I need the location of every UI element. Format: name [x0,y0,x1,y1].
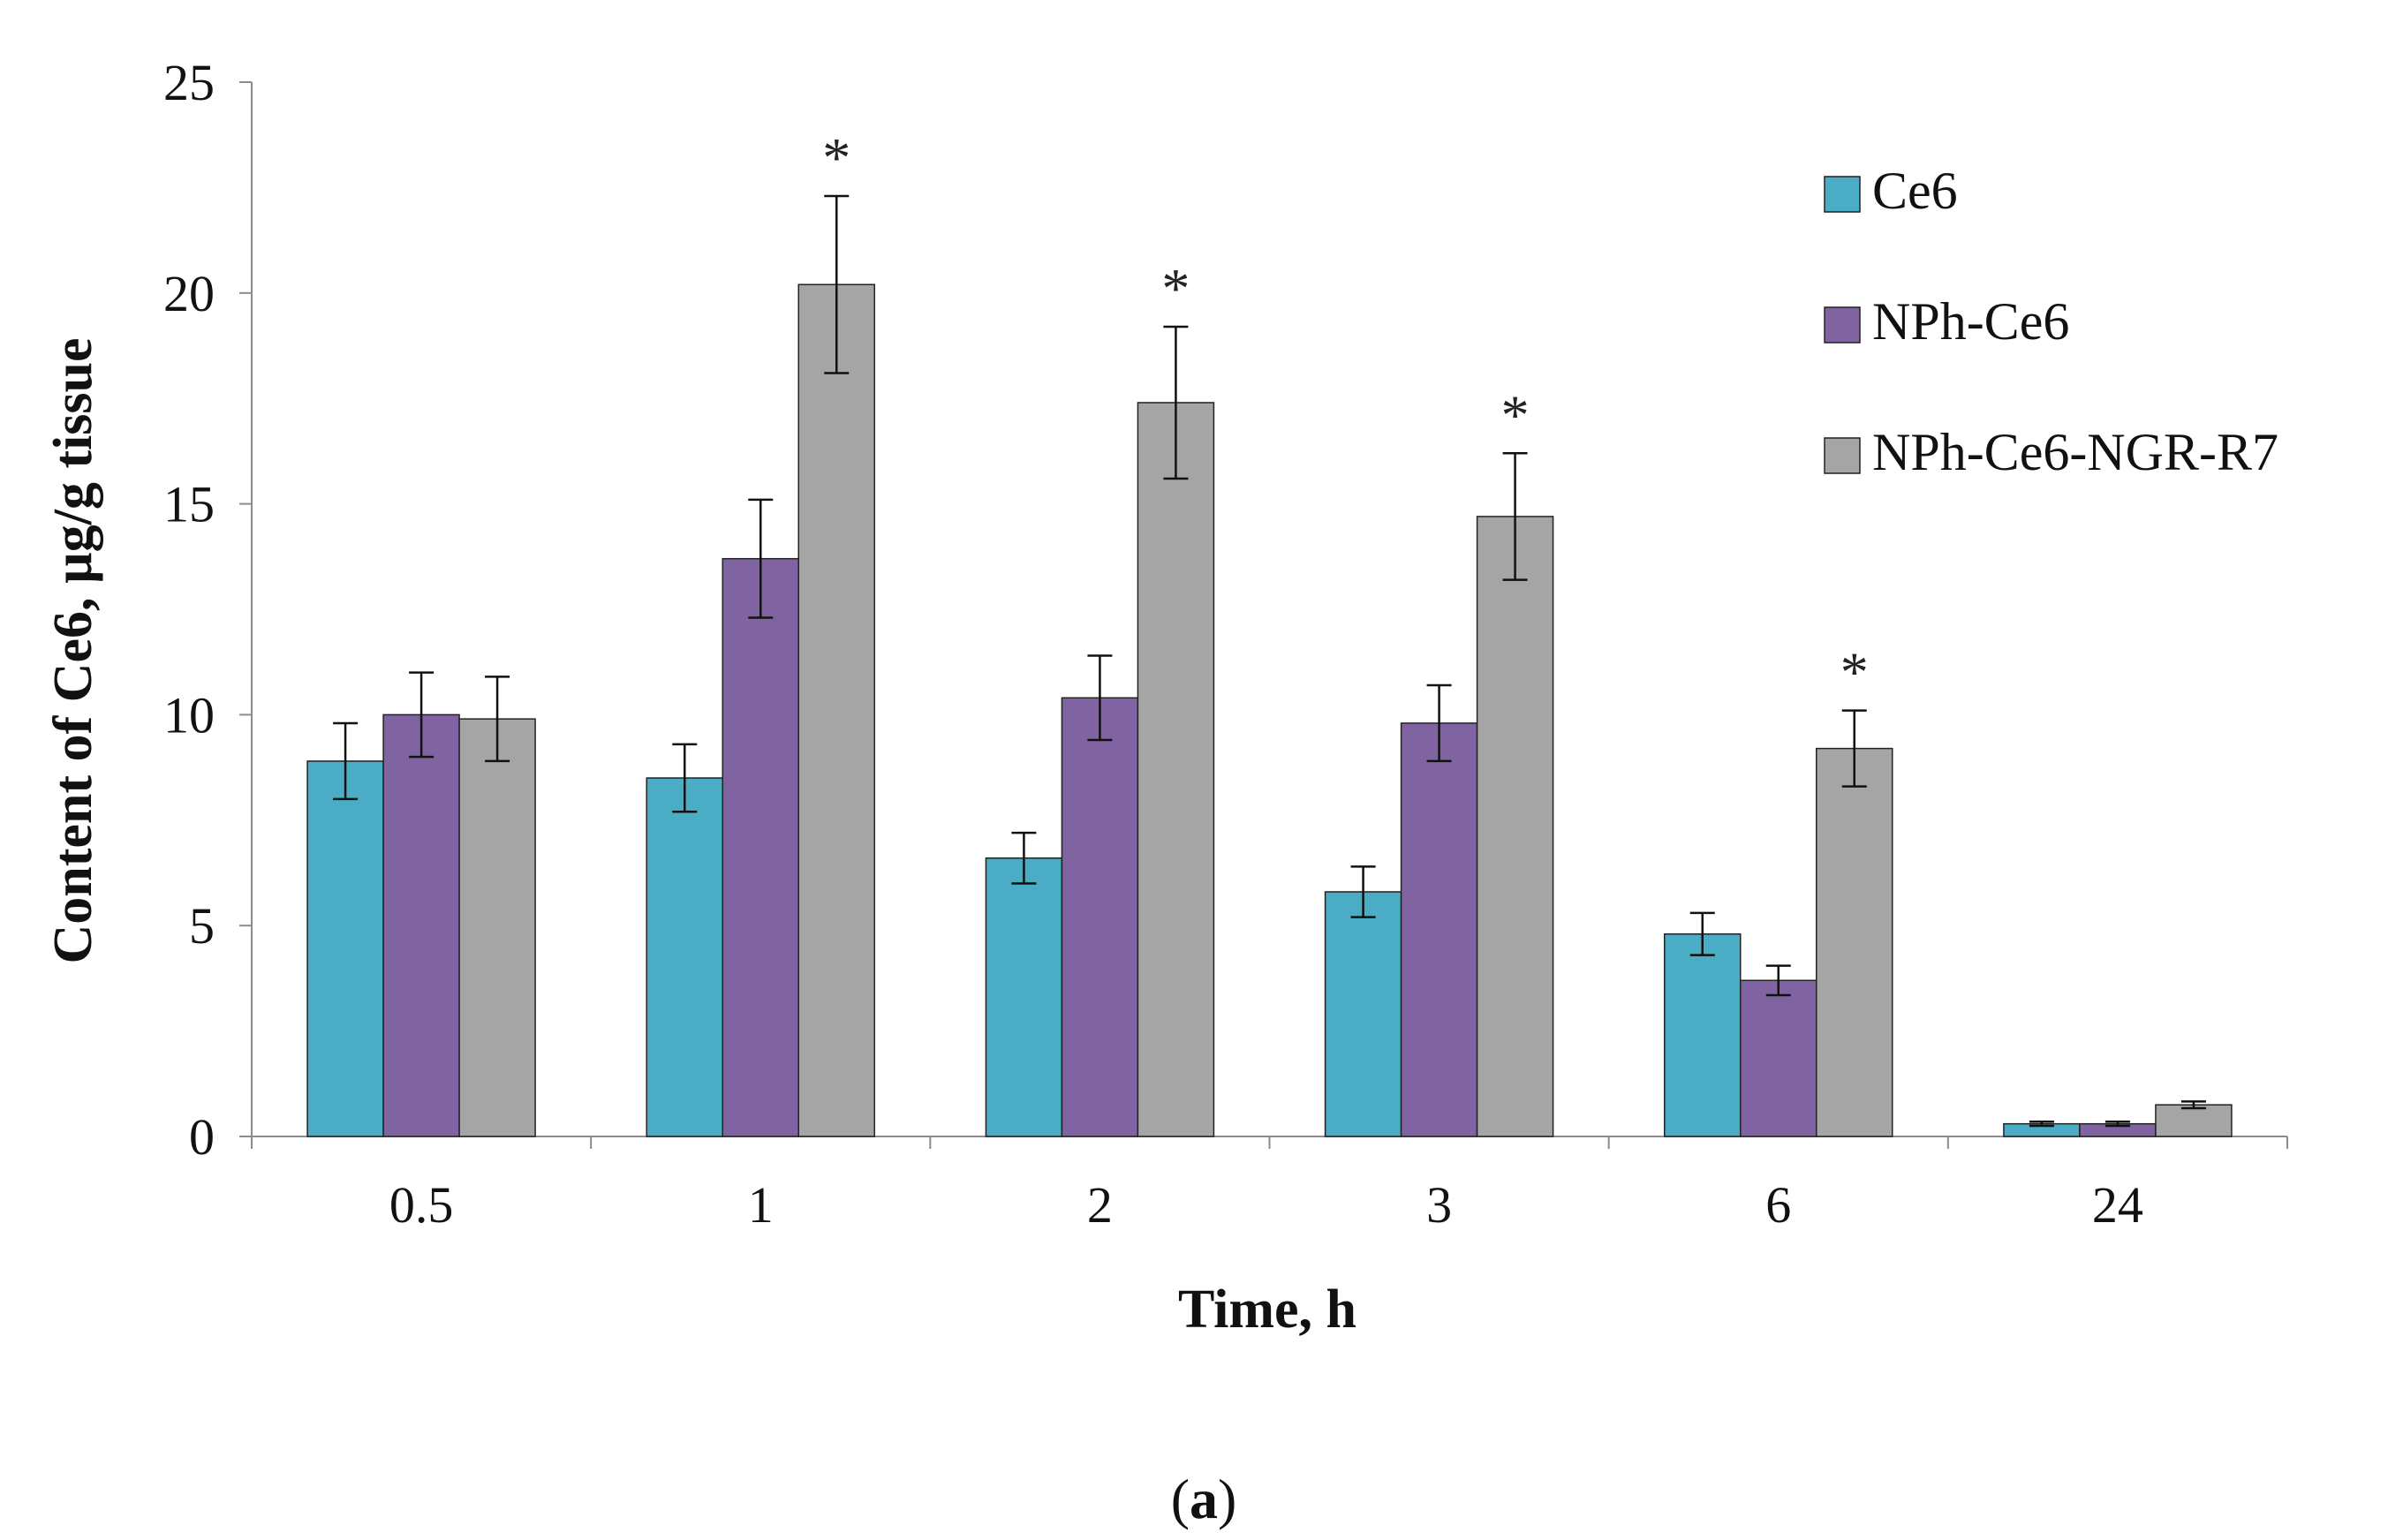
legend-swatch [1824,176,1861,213]
bar [306,760,384,1137]
panel-label-open: ( [1171,1468,1190,1530]
significance-star: * [1501,383,1530,446]
legend-swatch [1824,306,1861,343]
bar [1816,747,1893,1137]
x-axis-title: Time, h [1178,1280,1356,1340]
error-bar [1011,831,1037,885]
bar [1664,933,1742,1137]
legend-item: NPh-Ce6 [1824,292,2069,351]
y-tick-label: 10 [163,686,215,744]
error-bar [1350,865,1376,918]
error-bar [409,671,435,759]
significance-star: * [1840,641,1869,704]
error-bar [333,721,359,801]
error-bar [2105,1121,2130,1128]
bar [2155,1104,2233,1137]
error-bar [1163,325,1189,480]
legend-item: Ce6 [1824,162,1958,220]
bar [1740,979,1817,1137]
error-bar [1841,709,1867,788]
panel-label-letter: a [1190,1468,1218,1530]
error-bar [748,498,774,619]
bar [1061,697,1139,1137]
y-axis: 0 5 10 15 20 25 [163,54,253,1166]
significance-star: * [1161,257,1190,320]
bar [382,713,460,1137]
significance-star: * [822,126,850,189]
legend-item: NPh-Ce6-NGR-R7 [1824,423,2278,481]
x-tick-label: 0.5 [389,1176,454,1234]
x-tick-label: 6 [1765,1176,1791,1234]
bar [458,718,536,1137]
y-tick-label: 0 [189,1108,215,1166]
x-tick-label: 3 [1426,1176,1452,1234]
y-tick-label: 25 [163,54,215,111]
panel-label: (a) [1171,1468,1237,1530]
y-tick-label: 15 [163,476,215,533]
significance-marks: * * * * [822,126,1869,704]
y-tick-label: 5 [189,897,215,955]
x-tick-label: 2 [1087,1176,1113,1234]
error-bar [824,194,850,374]
error-bars [333,194,2206,1128]
error-bar [1426,683,1452,763]
bar [722,557,799,1137]
bar [646,777,723,1137]
x-tick-label: 1 [748,1176,774,1234]
error-bar [1689,911,1715,956]
legend-label: NPh-Ce6 [1872,292,2069,351]
error-bar [1087,654,1113,742]
error-bar [1765,964,1791,997]
y-axis-title: Content of Ce6, µg/g tissue [43,337,103,963]
bar [1476,516,1554,1137]
legend-swatch [1824,437,1861,474]
bars [306,283,2233,1137]
bar [1400,722,1478,1137]
error-bar [672,743,698,813]
bar [985,857,1063,1137]
legend-label: NPh-Ce6-NGR-R7 [1872,423,2278,481]
y-tick-label: 20 [163,265,215,322]
x-tick-label: 24 [2092,1176,2143,1234]
x-axis: 0.5 1 2 3 6 24 [251,1136,2288,1234]
bar [1137,402,1215,1137]
error-bar [485,676,510,763]
panel-label-close: ) [1218,1468,1236,1530]
error-bar [1502,452,1528,581]
error-bar [2029,1121,2054,1128]
bar [1324,891,1402,1137]
bar [797,283,875,1137]
error-bar [2180,1100,2206,1110]
legend-label: Ce6 [1872,162,1958,220]
legend: Ce6 NPh-Ce6 NPh-Ce6-NGR-R7 [1824,162,2278,481]
